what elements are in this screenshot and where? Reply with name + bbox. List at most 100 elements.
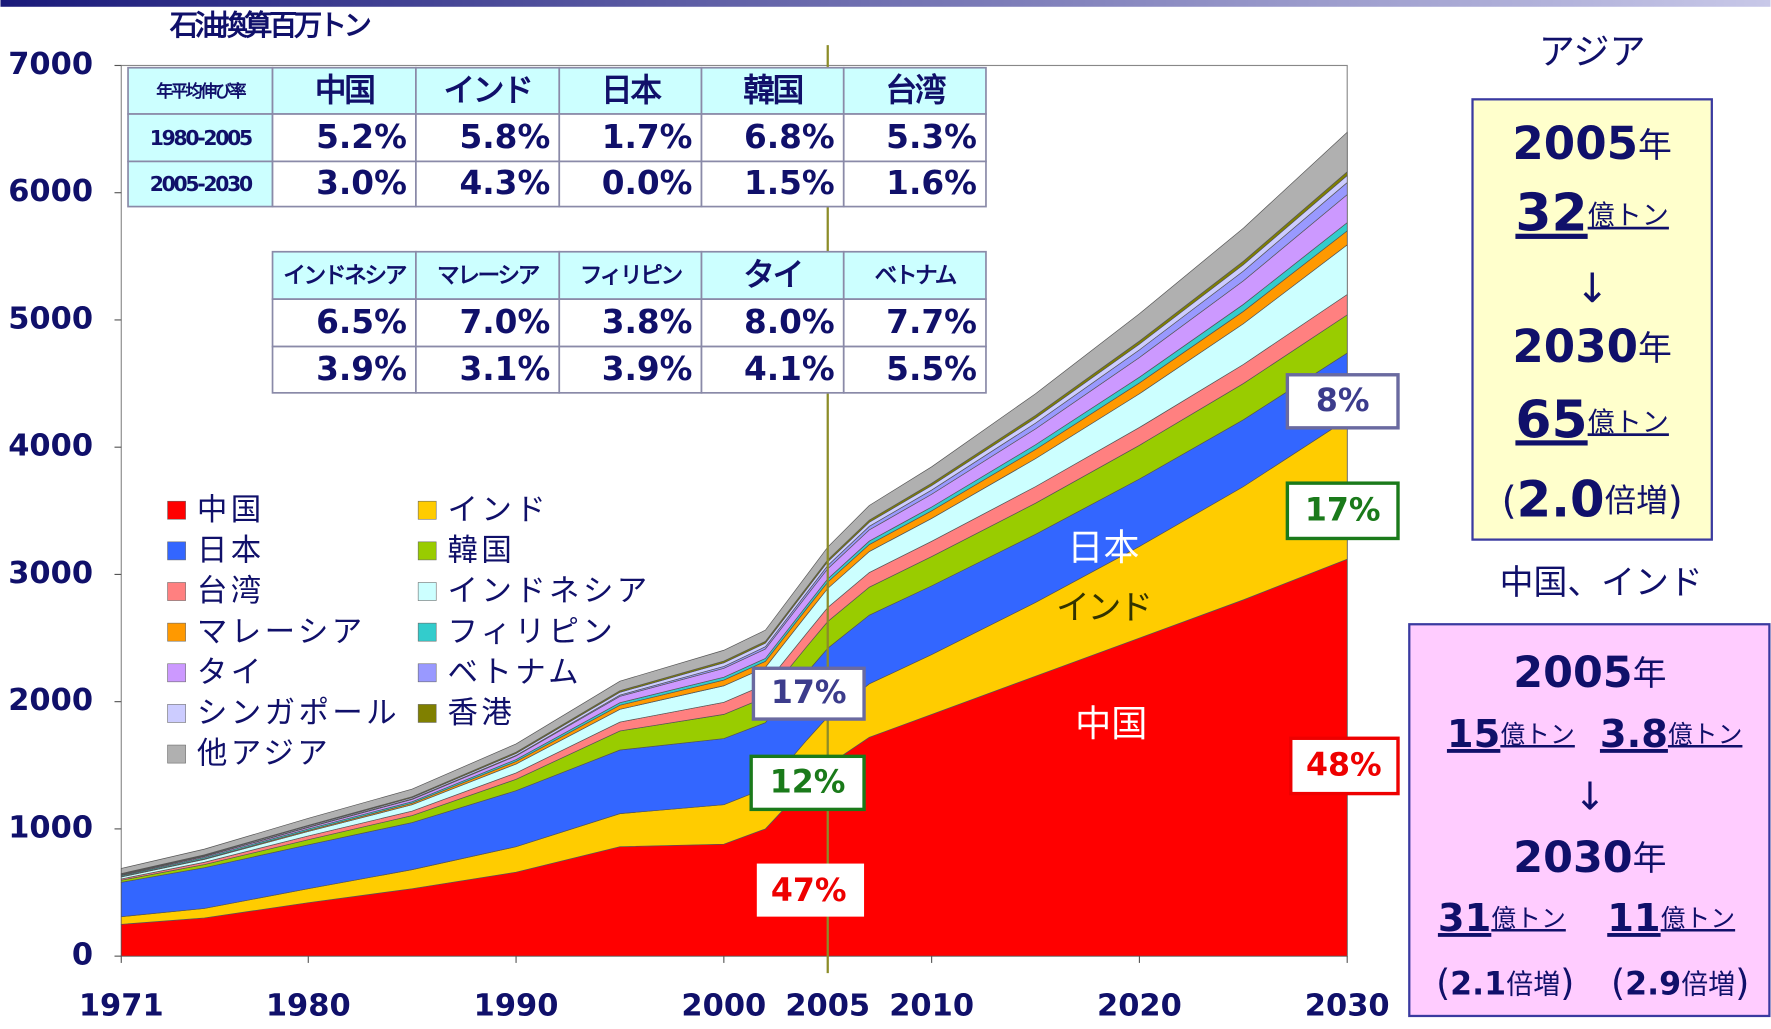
legend-swatch [167, 663, 186, 683]
table-cell [415, 345, 561, 394]
panel-line: 32億トン [1515, 184, 1668, 244]
table-cell [842, 298, 987, 348]
y-tick-label: 7000 [8, 47, 93, 82]
table-cell [271, 113, 417, 163]
table-cell [842, 66, 987, 115]
x-tick-label: 2005 [785, 988, 870, 1023]
panel-box [1471, 98, 1713, 541]
share-label: 48% [1306, 747, 1382, 783]
area-label: インド [1056, 588, 1151, 627]
legend-label: シンガポール [197, 696, 400, 731]
x-tick-label: 2010 [889, 988, 974, 1023]
table-text: 5.2% [316, 118, 407, 156]
table-text: 5.8% [459, 118, 550, 156]
legend-label: 日本 [197, 534, 265, 569]
table-text: 8.0% [744, 303, 835, 341]
legend-label: ベトナム [448, 655, 583, 690]
table-cell [700, 298, 845, 348]
table-text: 3.8% [602, 303, 693, 341]
panel-line: 15億トン [1447, 712, 1575, 757]
table-text: 7.7% [886, 303, 977, 341]
table-cell [842, 345, 987, 394]
table-text: 1.7% [602, 118, 693, 156]
share-box [756, 863, 865, 917]
y-tick-label: 4000 [8, 429, 93, 464]
panel-title: 中国、インド [1500, 563, 1703, 602]
table-text: 3.9% [602, 350, 693, 388]
table-cell [271, 160, 417, 208]
y-tick-label: 3000 [8, 556, 93, 591]
table-cell [558, 66, 703, 115]
table-text: 2005-2030 [150, 172, 253, 196]
legend-swatch [167, 622, 186, 642]
table-text: インドネシア [283, 263, 407, 289]
table-text: 0.0% [602, 164, 693, 202]
y-tick-label: 1000 [8, 810, 93, 845]
share-label: 12% [770, 764, 846, 800]
table-cell [127, 113, 274, 163]
legend-swatch [167, 704, 186, 723]
table-cell [700, 160, 845, 208]
y-tick-label: 6000 [8, 174, 93, 209]
table-cell [700, 345, 845, 394]
share-box [751, 666, 866, 721]
legend-label: 台湾 [197, 574, 265, 609]
table-cell [558, 345, 703, 394]
legend-swatch [417, 663, 437, 683]
table-cell [700, 113, 845, 163]
table-text: 3.1% [459, 350, 550, 388]
panel-box [1408, 623, 1771, 1018]
table-text: 1980-2005 [150, 126, 252, 150]
panel-line: (2.0倍増) [1502, 470, 1683, 528]
table-text: 1.5% [744, 164, 835, 202]
table-cell [415, 160, 561, 208]
legend-label: 香港 [448, 696, 516, 731]
legend-swatch [167, 500, 186, 520]
table-text: タイ [743, 258, 802, 294]
legend-swatch [417, 704, 437, 723]
legend-label: マレーシア [197, 615, 366, 650]
y-axis-title: 石油換算百万トン [169, 9, 371, 42]
table-text: 3.9% [316, 350, 407, 388]
table-text: フィリピン [580, 263, 683, 289]
panel-line: 2030年 [1513, 833, 1666, 883]
table-cell [558, 250, 703, 300]
panel-line: 2030年 [1512, 320, 1672, 373]
table-text: 3.0% [316, 164, 407, 202]
table-text: 年平均伸び率 [156, 81, 246, 101]
top-bar [0, 0, 1771, 7]
table-text: 7.0% [459, 303, 550, 341]
panel-line: 2005年 [1512, 117, 1672, 170]
table-text: 1.6% [886, 164, 977, 202]
table-cell [842, 250, 987, 300]
legend-label: 韓国 [448, 534, 516, 569]
panel-title: アジア [1539, 30, 1646, 73]
table-text: 4.1% [744, 350, 835, 388]
legend-label: インドネシア [448, 574, 651, 609]
x-tick-label: 2000 [681, 988, 766, 1023]
legend-swatch [167, 744, 186, 764]
table-cell [271, 66, 417, 115]
legend-swatch [417, 541, 437, 561]
share-label: 17% [1305, 492, 1381, 528]
share-label: 17% [771, 675, 847, 711]
x-tick-label: 2030 [1305, 988, 1390, 1023]
legend-label: インド [448, 493, 550, 528]
legend-swatch [417, 622, 437, 642]
panel-line: 31億トン [1438, 896, 1566, 941]
legend-label: 中国 [197, 493, 265, 528]
table-text: 日本 [601, 73, 662, 109]
panel-line: 2005年 [1513, 648, 1666, 698]
legend-label: 他アジア [197, 737, 331, 772]
panel-line: 65億トン [1515, 390, 1668, 450]
table-text: 5.3% [886, 118, 977, 156]
x-tick-label: 2020 [1097, 988, 1182, 1023]
area-label: 日本 [1067, 526, 1139, 569]
legend-swatch [167, 541, 186, 561]
table-text: 韓国 [743, 73, 802, 109]
table-cell [558, 160, 703, 208]
legend-swatch [417, 582, 437, 601]
area [120, 131, 1348, 874]
area-label: 中国 [1075, 702, 1147, 745]
